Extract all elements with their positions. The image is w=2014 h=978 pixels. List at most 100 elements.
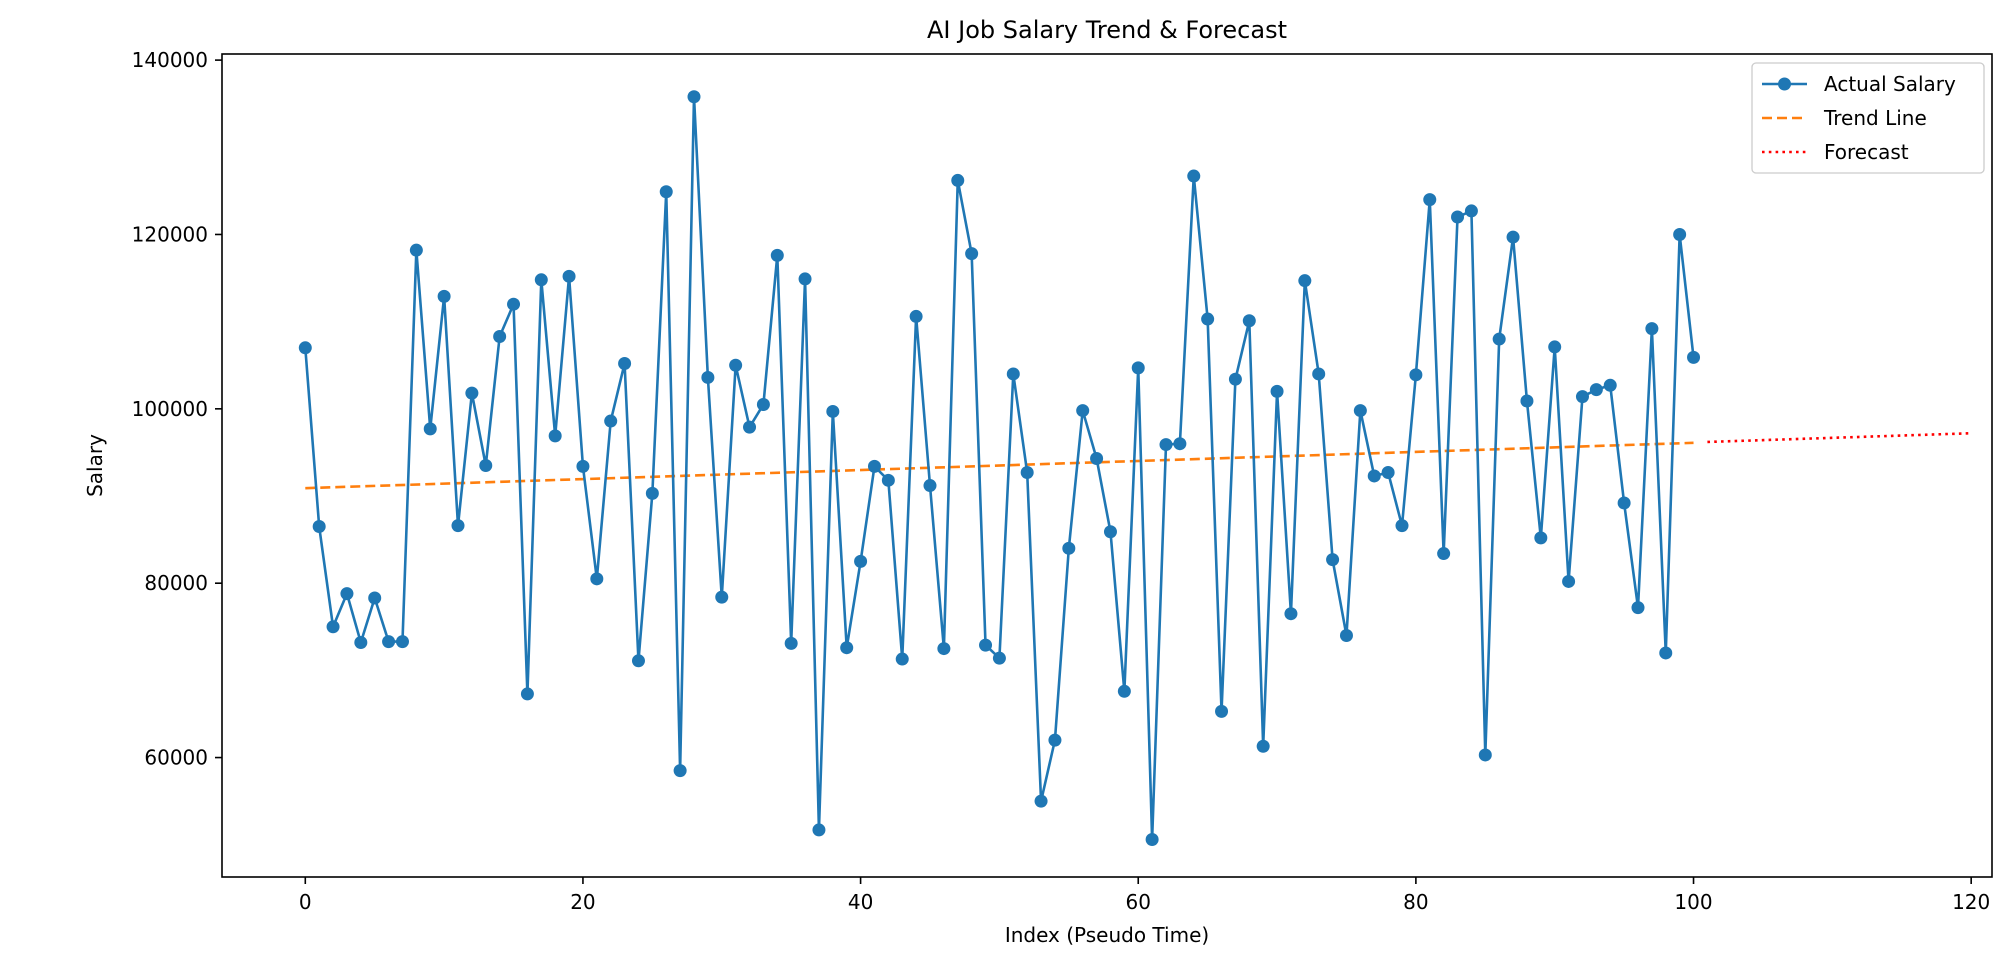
actual-salary-point xyxy=(409,243,423,257)
actual-salary-point xyxy=(895,652,909,666)
x-tick-label: 100 xyxy=(1674,890,1712,914)
actual-salary-point xyxy=(1006,367,1020,381)
actual-salary-point xyxy=(1520,394,1534,408)
forecast-line xyxy=(1707,431,1972,444)
actual-salary-point xyxy=(520,687,534,701)
trend-line xyxy=(305,441,1694,490)
actual-salary-point xyxy=(493,329,507,343)
actual-salary-point xyxy=(840,641,854,655)
actual-salary-point xyxy=(1228,372,1242,386)
actual-salary-point xyxy=(1131,361,1145,375)
actual-salary-point xyxy=(1353,404,1367,418)
y-tick-label: 60000 xyxy=(144,746,208,770)
actual-salary-point xyxy=(1645,322,1659,336)
series-layer xyxy=(298,90,1972,847)
legend-box xyxy=(1751,62,1985,174)
legend-trend-line-label: Trend Line xyxy=(1823,106,1927,130)
actual-salary-point xyxy=(659,185,673,199)
actual-salary-point xyxy=(1395,519,1409,533)
actual-salary-point xyxy=(729,358,743,372)
plot-area xyxy=(221,53,1993,878)
actual-salary-point xyxy=(1201,312,1215,326)
actual-salary-point xyxy=(1159,438,1173,452)
actual-salary-point xyxy=(298,341,312,355)
actual-salary-point xyxy=(1187,169,1201,183)
actual-salary-point xyxy=(1659,646,1673,660)
actual-salary-point xyxy=(1062,541,1076,555)
actual-salary-point xyxy=(1575,390,1589,404)
y-tick-label: 80000 xyxy=(144,571,208,595)
actual-salary-point xyxy=(1534,531,1548,545)
actual-salary-point xyxy=(951,173,965,187)
actual-salary-point xyxy=(673,764,687,778)
x-axis-label: Index (Pseudo Time) xyxy=(1005,923,1209,947)
actual-salary-point xyxy=(1242,314,1256,328)
actual-salary-point xyxy=(326,620,340,634)
x-tick-label: 40 xyxy=(848,890,873,914)
actual-salary-point xyxy=(451,519,465,533)
actual-salary-point xyxy=(826,404,840,418)
actual-salary-point xyxy=(923,479,937,493)
actual-salary-point xyxy=(1617,496,1631,510)
actual-salary-point xyxy=(1687,350,1701,364)
actual-salary-point xyxy=(576,459,590,473)
y-tick-label: 100000 xyxy=(132,397,208,421)
actual-salary-point xyxy=(1437,547,1451,561)
actual-salary-point xyxy=(1326,553,1340,567)
actual-salary-point xyxy=(965,247,979,261)
actual-salary-point xyxy=(784,636,798,650)
actual-salary-point xyxy=(437,289,451,303)
y-tick-label: 120000 xyxy=(132,222,208,246)
actual-salary-point xyxy=(687,90,701,104)
y-axis: 60000 80000 100000 120000 140000 xyxy=(132,48,222,770)
y-tick-label: 140000 xyxy=(132,48,208,72)
actual-salary-point xyxy=(1090,452,1104,466)
actual-salary-point xyxy=(1562,574,1576,588)
actual-salary-point xyxy=(1020,465,1034,479)
actual-salary-point xyxy=(1256,739,1270,753)
actual-salary-point xyxy=(312,520,326,534)
actual-salary-point xyxy=(798,272,812,286)
actual-salary-point xyxy=(1117,684,1131,698)
actual-salary-point xyxy=(1034,794,1048,808)
actual-salary-point xyxy=(1381,465,1395,479)
plot-frame xyxy=(221,53,1993,878)
actual-salary-point xyxy=(479,459,493,472)
actual-salary-point xyxy=(756,397,770,411)
actual-salary-point xyxy=(867,459,881,473)
legend: Actual Salary Trend Line Forecast xyxy=(1751,62,1985,174)
x-tick-label: 120 xyxy=(1952,890,1990,914)
actual-salary-point xyxy=(1506,230,1520,244)
actual-salary-point xyxy=(604,414,618,428)
actual-salary-point xyxy=(1451,210,1465,224)
actual-salary-point xyxy=(590,572,604,586)
x-axis: 0 20 40 60 80 100 120 xyxy=(299,877,1990,914)
actual-salary-point xyxy=(881,473,895,487)
x-tick-label: 60 xyxy=(1126,890,1151,914)
legend-actual-salary-label: Actual Salary xyxy=(1824,72,1956,96)
actual-salary-point xyxy=(1423,193,1437,207)
legend-actual-salary-marker xyxy=(1778,77,1791,91)
x-tick-label: 20 xyxy=(570,890,595,914)
actual-salary-point xyxy=(1103,525,1117,539)
actual-salary-point xyxy=(1478,748,1492,762)
actual-salary-point xyxy=(340,587,354,601)
actual-salary-point xyxy=(715,590,729,604)
actual-salary-point xyxy=(1270,384,1284,398)
actual-salary-point xyxy=(937,642,951,656)
actual-salary-point xyxy=(618,356,632,370)
x-tick-label: 80 xyxy=(1403,890,1428,914)
legend-forecast-label: Forecast xyxy=(1824,140,1909,164)
actual-salary-point xyxy=(909,309,923,323)
actual-salary-point xyxy=(1367,469,1381,483)
actual-salary-point xyxy=(645,486,659,500)
actual-salary-point xyxy=(1631,601,1645,615)
actual-salary-point xyxy=(1464,204,1478,218)
actual-salary-point xyxy=(701,370,715,384)
actual-salary-point xyxy=(979,638,993,652)
y-axis-label: Salary xyxy=(83,434,107,497)
actual-salary-point xyxy=(562,269,576,283)
actual-salary-point xyxy=(812,823,826,837)
actual-salary-point xyxy=(368,591,382,605)
actual-salary-point xyxy=(395,635,409,649)
